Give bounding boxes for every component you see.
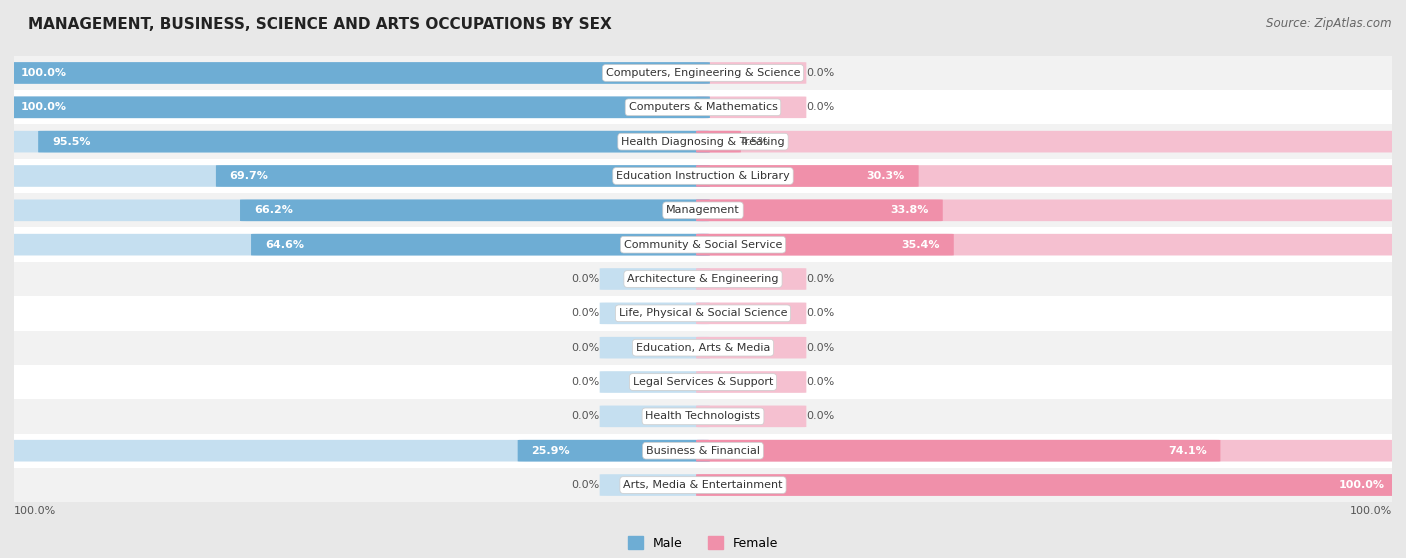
FancyBboxPatch shape [696, 302, 806, 324]
FancyBboxPatch shape [14, 330, 1392, 365]
Text: 100.0%: 100.0% [21, 102, 67, 112]
Text: 0.0%: 0.0% [571, 309, 599, 318]
Text: 35.4%: 35.4% [901, 240, 941, 249]
Text: 100.0%: 100.0% [21, 68, 67, 78]
FancyBboxPatch shape [7, 97, 710, 118]
FancyBboxPatch shape [38, 131, 710, 152]
FancyBboxPatch shape [217, 165, 710, 187]
FancyBboxPatch shape [7, 234, 710, 256]
FancyBboxPatch shape [696, 97, 806, 118]
Text: 0.0%: 0.0% [571, 274, 599, 284]
Text: 0.0%: 0.0% [807, 411, 835, 421]
Text: Legal Services & Support: Legal Services & Support [633, 377, 773, 387]
FancyBboxPatch shape [14, 296, 1392, 330]
Text: 100.0%: 100.0% [1350, 506, 1392, 516]
FancyBboxPatch shape [696, 337, 806, 358]
FancyBboxPatch shape [240, 200, 710, 221]
Text: Health Technologists: Health Technologists [645, 411, 761, 421]
Text: 0.0%: 0.0% [571, 377, 599, 387]
Text: 66.2%: 66.2% [254, 205, 292, 215]
FancyBboxPatch shape [696, 165, 1399, 187]
FancyBboxPatch shape [14, 228, 1392, 262]
Text: 0.0%: 0.0% [807, 309, 835, 318]
FancyBboxPatch shape [696, 165, 918, 187]
Text: Architecture & Engineering: Architecture & Engineering [627, 274, 779, 284]
Text: Life, Physical & Social Science: Life, Physical & Social Science [619, 309, 787, 318]
FancyBboxPatch shape [14, 468, 1392, 502]
FancyBboxPatch shape [599, 474, 710, 496]
FancyBboxPatch shape [14, 159, 1392, 193]
FancyBboxPatch shape [14, 90, 1392, 124]
Text: 95.5%: 95.5% [52, 137, 90, 147]
Text: Management: Management [666, 205, 740, 215]
FancyBboxPatch shape [517, 440, 710, 461]
Text: 0.0%: 0.0% [571, 411, 599, 421]
Text: Computers, Engineering & Science: Computers, Engineering & Science [606, 68, 800, 78]
Text: Business & Financial: Business & Financial [645, 446, 761, 456]
Text: Community & Social Service: Community & Social Service [624, 240, 782, 249]
Text: 25.9%: 25.9% [531, 446, 569, 456]
FancyBboxPatch shape [7, 62, 710, 84]
FancyBboxPatch shape [14, 124, 1392, 159]
FancyBboxPatch shape [7, 440, 710, 461]
Text: Education Instruction & Library: Education Instruction & Library [616, 171, 790, 181]
Text: 100.0%: 100.0% [1339, 480, 1385, 490]
Text: 30.3%: 30.3% [866, 171, 905, 181]
FancyBboxPatch shape [696, 234, 953, 256]
FancyBboxPatch shape [7, 131, 710, 152]
FancyBboxPatch shape [252, 234, 710, 256]
Text: 64.6%: 64.6% [264, 240, 304, 249]
Text: 0.0%: 0.0% [571, 343, 599, 353]
FancyBboxPatch shape [14, 262, 1392, 296]
Text: 0.0%: 0.0% [571, 480, 599, 490]
FancyBboxPatch shape [696, 440, 1399, 461]
FancyBboxPatch shape [7, 165, 710, 187]
FancyBboxPatch shape [696, 200, 943, 221]
FancyBboxPatch shape [696, 371, 806, 393]
FancyBboxPatch shape [599, 406, 710, 427]
Text: MANAGEMENT, BUSINESS, SCIENCE AND ARTS OCCUPATIONS BY SEX: MANAGEMENT, BUSINESS, SCIENCE AND ARTS O… [28, 17, 612, 32]
Text: 0.0%: 0.0% [807, 377, 835, 387]
FancyBboxPatch shape [599, 268, 710, 290]
FancyBboxPatch shape [14, 193, 1392, 228]
Text: 33.8%: 33.8% [890, 205, 929, 215]
FancyBboxPatch shape [14, 56, 1392, 90]
FancyBboxPatch shape [599, 302, 710, 324]
FancyBboxPatch shape [696, 474, 1399, 496]
Text: Health Diagnosing & Treating: Health Diagnosing & Treating [621, 137, 785, 147]
Text: Computers & Mathematics: Computers & Mathematics [628, 102, 778, 112]
FancyBboxPatch shape [7, 62, 710, 84]
Text: 4.5%: 4.5% [741, 137, 769, 147]
FancyBboxPatch shape [7, 97, 710, 118]
Text: 0.0%: 0.0% [807, 68, 835, 78]
FancyBboxPatch shape [7, 200, 710, 221]
Text: 74.1%: 74.1% [1168, 446, 1206, 456]
Text: Education, Arts & Media: Education, Arts & Media [636, 343, 770, 353]
FancyBboxPatch shape [696, 62, 806, 84]
FancyBboxPatch shape [696, 200, 1399, 221]
FancyBboxPatch shape [14, 399, 1392, 434]
Text: Source: ZipAtlas.com: Source: ZipAtlas.com [1267, 17, 1392, 30]
Text: 0.0%: 0.0% [807, 102, 835, 112]
Text: 0.0%: 0.0% [807, 274, 835, 284]
FancyBboxPatch shape [696, 268, 806, 290]
FancyBboxPatch shape [599, 371, 710, 393]
FancyBboxPatch shape [696, 474, 1399, 496]
FancyBboxPatch shape [696, 131, 1399, 152]
FancyBboxPatch shape [14, 434, 1392, 468]
Text: Arts, Media & Entertainment: Arts, Media & Entertainment [623, 480, 783, 490]
Text: 100.0%: 100.0% [14, 506, 56, 516]
FancyBboxPatch shape [599, 337, 710, 358]
FancyBboxPatch shape [696, 440, 1220, 461]
Text: 0.0%: 0.0% [807, 343, 835, 353]
FancyBboxPatch shape [696, 131, 741, 152]
FancyBboxPatch shape [14, 365, 1392, 399]
FancyBboxPatch shape [696, 406, 806, 427]
FancyBboxPatch shape [696, 234, 1399, 256]
Text: 69.7%: 69.7% [229, 171, 269, 181]
Legend: Male, Female: Male, Female [628, 536, 778, 550]
